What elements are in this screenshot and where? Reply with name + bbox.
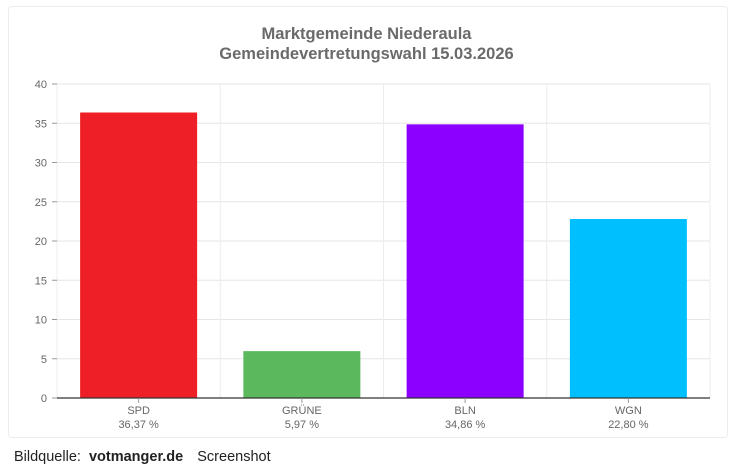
chart-title-block: Marktgemeinde Niederaula Gemeindevertret… [0, 24, 733, 64]
y-tick-label: 5 [41, 354, 47, 366]
y-tick-label: 25 [35, 197, 47, 209]
bar-bln [406, 124, 524, 398]
bar-value-label: 36,37 % [118, 419, 159, 431]
bar-grüne [243, 351, 361, 398]
chart-subtitle: Gemeindevertretungswahl 15.03.2026 [219, 45, 514, 63]
y-tick-label: 40 [35, 79, 47, 91]
bar-value-label: 5,97 % [285, 419, 319, 431]
bar-wgn [569, 219, 687, 398]
y-tick-label: 35 [35, 118, 47, 130]
image-source-caption: Bildquelle: votmanger.de Screenshot [14, 449, 271, 465]
bar-value-label: 22,80 % [608, 419, 649, 431]
y-tick-label: 10 [35, 315, 47, 327]
x-tick-label: GRÜNE [282, 405, 322, 417]
x-tick-label: SPD [127, 405, 150, 417]
x-tick-label: WGN [615, 405, 642, 417]
y-tick-label: 30 [35, 158, 47, 170]
bar-chart: 0 5 10 15 20 25 30 35 40 SPD 36,37 % GRÜNE 5,97 % BLN… [35, 79, 711, 431]
caption-kind: Screenshot [197, 449, 271, 465]
x-tick-label: BLN [454, 405, 475, 417]
bar-value-label: 34,86 % [445, 419, 486, 431]
y-tick-label: 15 [35, 275, 47, 287]
y-tick-label: 0 [41, 393, 47, 405]
caption-source[interactable]: votmanger.de [88, 449, 184, 465]
y-tick-label: 20 [35, 236, 47, 248]
chart-title: Marktgemeinde Niederaula [261, 25, 472, 43]
caption-label: Bildquelle: [14, 449, 81, 465]
bar-spd [80, 112, 198, 399]
